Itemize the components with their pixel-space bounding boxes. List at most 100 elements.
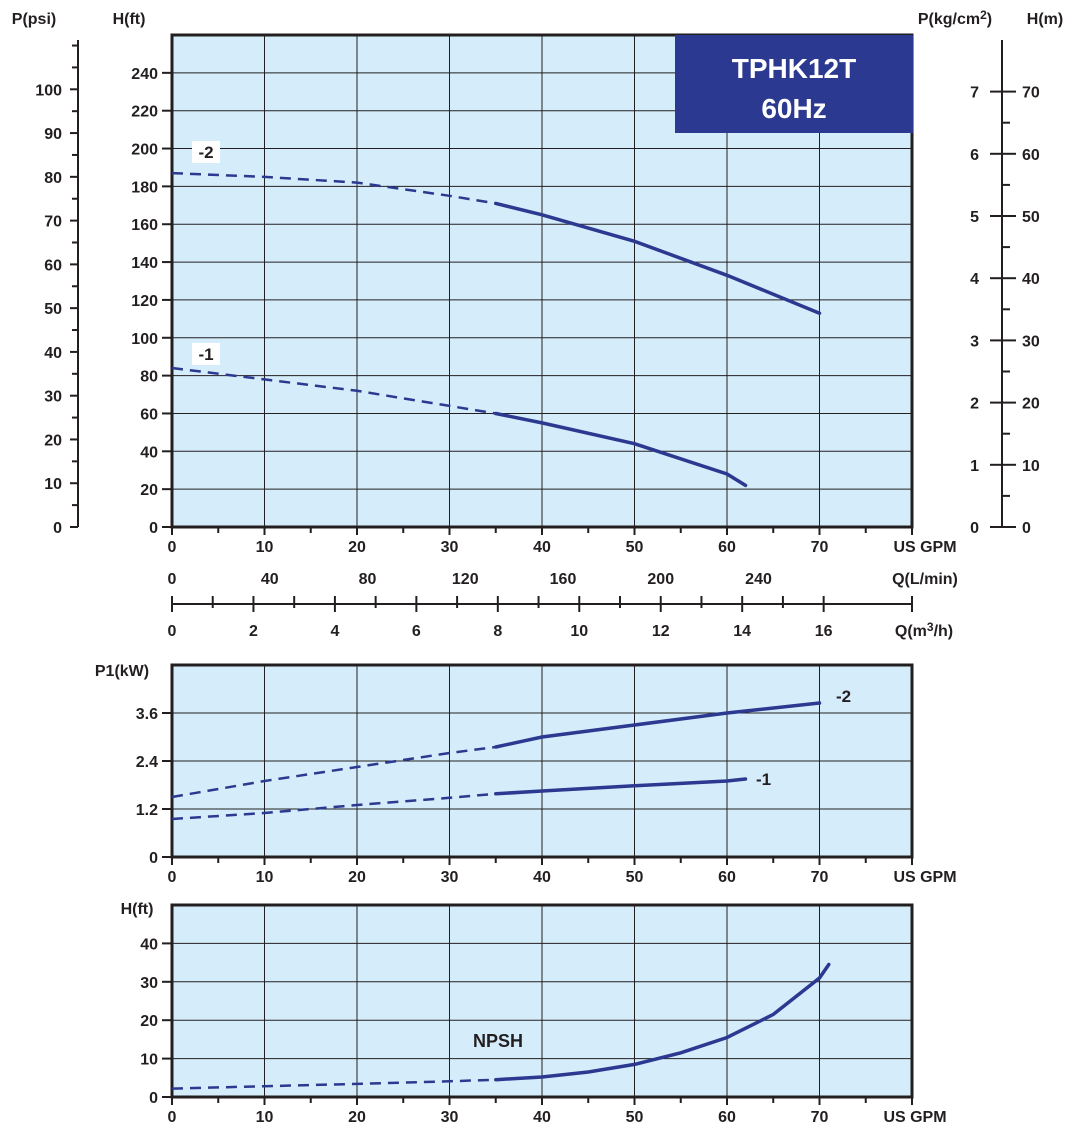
y-tick-label: 0 [149, 1090, 158, 1107]
x-tick-label: 20 [348, 869, 366, 886]
x-tick-label: 0 [168, 869, 177, 886]
y-tick-label: 20 [140, 482, 158, 499]
kgcm-tick-label: 7 [970, 85, 979, 102]
m3h-tick-label: 12 [652, 623, 670, 640]
series-label-bg [192, 141, 220, 163]
kgcm-tick-label: 4 [970, 271, 979, 288]
series-label: -1 [198, 345, 213, 364]
series-0-dashed-line [171, 171, 497, 205]
head-curve-x-axis-label: US GPM [893, 539, 956, 556]
x-tick-label: 50 [626, 1109, 644, 1126]
psi-tick-label: 100 [35, 82, 62, 99]
y-tick-label: 0 [149, 850, 158, 867]
psi-tick-label: 70 [44, 214, 62, 231]
y-tick-label: 220 [131, 104, 158, 121]
y-tick-label: 100 [131, 331, 158, 348]
series-0-solid-line [494, 962, 831, 1082]
x-tick-label: 60 [718, 869, 736, 886]
series-1-dashed-line [171, 792, 496, 821]
hm-axis-label: H(m) [1027, 11, 1063, 28]
psi-tick-label: 10 [44, 476, 62, 493]
x-tick-label: 10 [256, 869, 274, 886]
y-tick-label: 0 [149, 520, 158, 537]
npsh-curve-y-axis-label: H(ft) [121, 901, 154, 918]
hm-tick-label: 0 [1022, 520, 1031, 537]
x-tick-label: 50 [626, 869, 644, 886]
y-tick-label: 2.4 [136, 754, 158, 771]
x-tick-label: 70 [811, 539, 829, 556]
series-label: -2 [198, 143, 213, 162]
y-tick-label: 80 [140, 369, 158, 386]
m3h-tick-label: 4 [330, 623, 339, 640]
lmin-tick-label: 0 [168, 571, 177, 588]
m3h-axis-label: Q(m3/h) [895, 620, 953, 640]
y-tick-label: 160 [131, 217, 158, 234]
kgcm-axis-label: P(kg/cm2) [918, 8, 992, 28]
model-badge-box [675, 35, 913, 133]
x-tick-label: 20 [348, 1109, 366, 1126]
series-1-dashed-line [171, 366, 497, 415]
model-badge: TPHK12T 60Hz [675, 35, 913, 133]
y-tick-label: 20 [140, 1013, 158, 1030]
series-0-dashed-line [171, 745, 496, 799]
y-tick-label: 120 [131, 293, 158, 310]
x-tick-label: 0 [168, 1109, 177, 1126]
hm-tick-label: 10 [1022, 458, 1040, 475]
kgcm-tick-label: 0 [970, 520, 979, 537]
kgcm-tick-label: 1 [970, 458, 979, 475]
x-tick-label: 40 [533, 1109, 551, 1126]
psi-axis-label: P(psi) [12, 11, 56, 28]
kgcm-tick-label: 3 [970, 333, 979, 350]
x-tick-label: 0 [168, 539, 177, 556]
psi-tick-label: 20 [44, 432, 62, 449]
m3h-tick-label: 16 [815, 623, 833, 640]
m3h-tick-label: 8 [493, 623, 502, 640]
lmin-tick-label: 120 [452, 571, 479, 588]
npsh-curve-panel: 0 10 20 30 40 50 60 70 US GPM 0 10 20 30 40 H(ft) NPSH [121, 901, 947, 1126]
x-tick-label: 70 [811, 1109, 829, 1126]
psi-tick-label: 30 [44, 389, 62, 406]
series-0-solid-line [494, 701, 822, 749]
x-tick-label: 10 [256, 1109, 274, 1126]
psi-tick-label: 0 [53, 520, 62, 537]
x-tick-label: 60 [718, 1109, 736, 1126]
series-label: -2 [836, 687, 851, 706]
lmin-axis-label: Q(L/min) [892, 571, 958, 588]
power-curve-y-axis-label: P1(kW) [95, 663, 149, 680]
y-tick-label: 40 [140, 936, 158, 953]
x-tick-label: 30 [441, 869, 459, 886]
hm-tick-label: 40 [1022, 271, 1040, 288]
lmin-tick-label: 200 [647, 571, 674, 588]
y-tick-label: 140 [131, 255, 158, 272]
series-label-bg [192, 343, 220, 365]
hm-tick-label: 60 [1022, 147, 1040, 164]
lmin-tick-label: 240 [745, 571, 772, 588]
x-tick-label: 70 [811, 869, 829, 886]
x-tick-label: 30 [441, 1109, 459, 1126]
x-tick-label: 20 [348, 539, 366, 556]
hm-tick-label: 70 [1022, 85, 1040, 102]
model-badge-model: TPHK12T [732, 53, 856, 84]
m3h-tick-label: 2 [249, 623, 258, 640]
m3h-tick-label: 0 [168, 623, 177, 640]
model-badge-frequency: 60Hz [761, 93, 826, 124]
power-curve-x-axis-label: US GPM [893, 869, 956, 886]
y-tick-label: 240 [131, 66, 158, 83]
series-1-solid-line [494, 411, 748, 488]
hm-tick-label: 50 [1022, 209, 1040, 226]
head-curve-y-axis-label: H(ft) [113, 11, 146, 28]
lmin-tick-label: 40 [261, 571, 279, 588]
lmin-tick-label: 160 [550, 571, 577, 588]
hm-tick-label: 30 [1022, 333, 1040, 350]
x-tick-label: 40 [533, 539, 551, 556]
y-tick-label: 40 [140, 444, 158, 461]
lmin-tick-label: 80 [359, 571, 377, 588]
y-tick-label: 180 [131, 179, 158, 196]
y-tick-label: 30 [140, 975, 158, 992]
kgcm-tick-label: 2 [970, 396, 979, 413]
m3h-tick-label: 14 [733, 623, 751, 640]
y-tick-label: 10 [140, 1052, 158, 1069]
y-tick-label: 1.2 [136, 802, 158, 819]
npsh-curve-x-axis-label: US GPM [883, 1109, 946, 1126]
